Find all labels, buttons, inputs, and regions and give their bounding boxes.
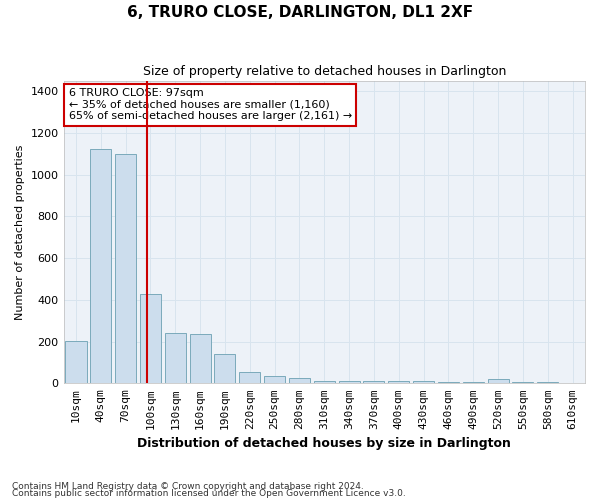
Bar [338,381,359,384]
Y-axis label: Number of detached properties: Number of detached properties [15,144,25,320]
Bar [190,334,211,384]
Bar [512,382,533,384]
Bar [488,379,509,384]
Bar [413,381,434,384]
Bar [364,381,385,384]
Bar [537,382,559,384]
Bar [314,381,335,384]
X-axis label: Distribution of detached houses by size in Darlington: Distribution of detached houses by size … [137,437,511,450]
Bar [90,150,112,384]
Text: Contains public sector information licensed under the Open Government Licence v3: Contains public sector information licen… [12,489,406,498]
Bar [438,382,459,384]
Text: 6 TRURO CLOSE: 97sqm
← 35% of detached houses are smaller (1,160)
65% of semi-de: 6 TRURO CLOSE: 97sqm ← 35% of detached h… [69,88,352,122]
Bar [239,372,260,384]
Bar [115,154,136,384]
Bar [165,333,186,384]
Bar [463,382,484,384]
Bar [140,294,161,384]
Title: Size of property relative to detached houses in Darlington: Size of property relative to detached ho… [143,65,506,78]
Bar [214,354,235,384]
Text: Contains HM Land Registry data © Crown copyright and database right 2024.: Contains HM Land Registry data © Crown c… [12,482,364,491]
Bar [264,376,285,384]
Bar [65,340,86,384]
Bar [289,378,310,384]
Bar [388,381,409,384]
Text: 6, TRURO CLOSE, DARLINGTON, DL1 2XF: 6, TRURO CLOSE, DARLINGTON, DL1 2XF [127,5,473,20]
